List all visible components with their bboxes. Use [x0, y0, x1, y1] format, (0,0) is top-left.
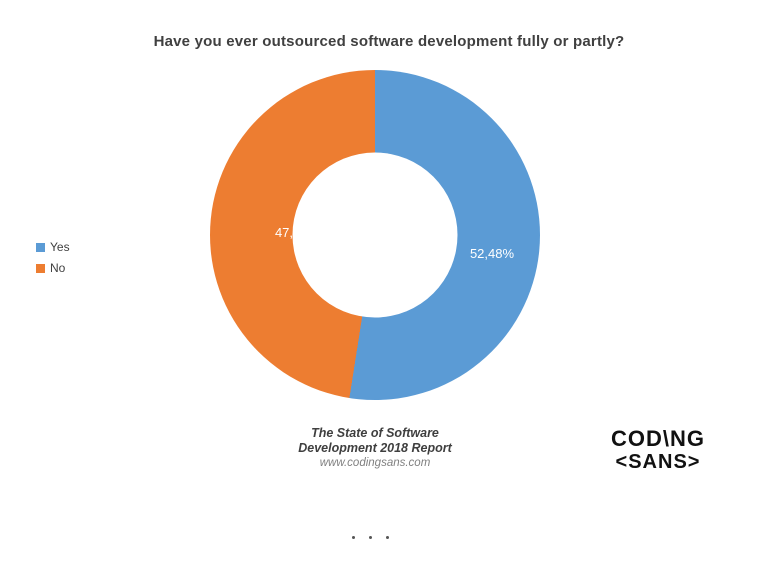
slice-label-no: 47,52% [274, 225, 320, 240]
source-line-2: Development 2018 Report [298, 441, 452, 455]
pagination-dot[interactable] [369, 536, 372, 539]
donut-hole [292, 152, 458, 318]
legend-swatch-no [36, 263, 45, 273]
legend-swatch-yes [36, 242, 45, 252]
donut-chart [210, 70, 540, 400]
codingsans-logo: COD\NG <SANS> [598, 426, 718, 474]
pagination-dot[interactable] [386, 536, 389, 539]
logo-text-sans: <SANS> [615, 451, 701, 473]
legend-item-no: No [36, 261, 70, 275]
source-url: www.codingsans.com [319, 457, 431, 469]
pagination-dot[interactable] [352, 536, 355, 539]
pagination-dots [352, 536, 389, 539]
legend-item-yes: Yes [36, 240, 70, 254]
legend-label-yes: Yes [50, 240, 70, 254]
source-attribution: The State of Software Development 2018 R… [225, 426, 525, 471]
chart-title: Have you ever outsourced software develo… [153, 33, 625, 50]
chart-legend: Yes No [36, 240, 70, 282]
source-line-1: The State of Software [311, 426, 439, 440]
legend-label-no: No [50, 261, 66, 275]
logo-text-coding: COD\NG [611, 426, 705, 451]
slice-label-yes: 52,48% [469, 246, 515, 261]
